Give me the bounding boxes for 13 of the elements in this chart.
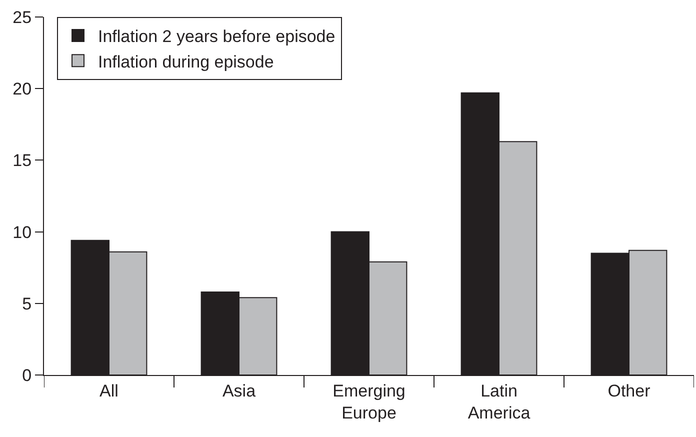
y-tick-label: 0 [22, 366, 32, 385]
y-tick-label: 10 [12, 222, 32, 242]
y-tick-label: 5 [22, 294, 32, 314]
y-tick-label: 20 [12, 80, 32, 99]
x-tick-label: Asia [222, 381, 256, 400]
y-tick-label: 25 [12, 8, 32, 27]
x-tick-label: All [100, 381, 118, 400]
x-tick-label: Emerging Europe [332, 381, 406, 422]
y-tick-label: 15 [12, 151, 32, 170]
x-tick-label: Other [608, 381, 651, 400]
legend-label: Inflation 2 years before episode [98, 27, 336, 46]
x-tick-label: Latin America [468, 381, 531, 422]
legend-label: Inflation during episode [98, 52, 274, 72]
